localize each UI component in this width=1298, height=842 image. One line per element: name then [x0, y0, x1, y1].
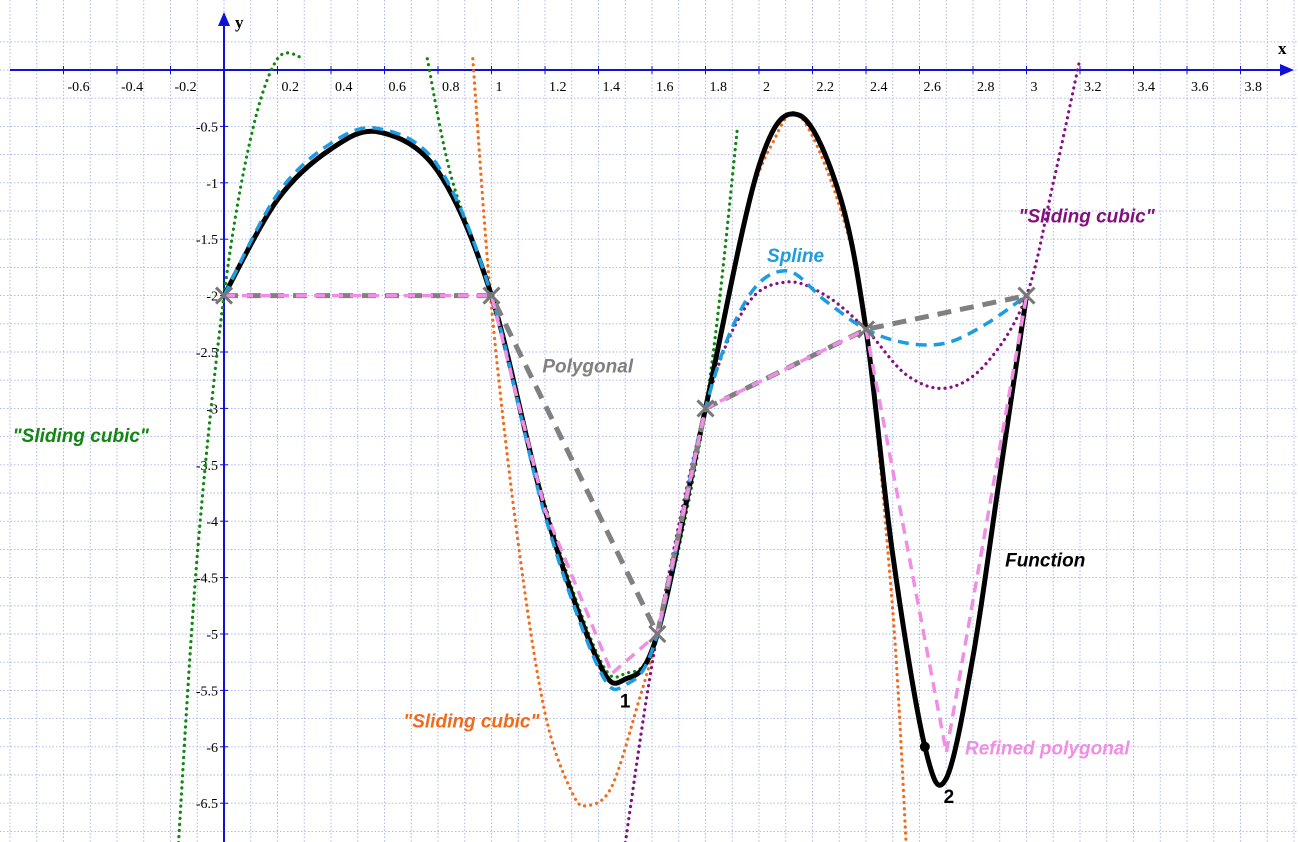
y-tick-label: -1.5	[196, 233, 218, 248]
tick-labels: -0.6 -0.4 -0.2 0.2 0.4 0.6 0.8 1 1.2 1.4 1.6 1.8 2 2.…	[63, 66, 1263, 812]
x-tick-label: -0.4	[121, 80, 143, 95]
y-tick-label: -1	[206, 177, 218, 192]
y-tick-label: -6.5	[196, 797, 218, 812]
series-layer	[176, 51, 1082, 842]
x-tick-label: 3	[1031, 80, 1038, 95]
node-marker	[482, 286, 501, 305]
series-annotation: "Sliding cubic"	[403, 712, 540, 733]
x-tick-label: -0.2	[175, 80, 197, 95]
point-number-label: 1	[620, 691, 631, 712]
x-tick-label: 0.8	[442, 80, 460, 95]
series-annotation: "Sliding cubic"	[1018, 206, 1155, 227]
x-tick-label: 3.8	[1245, 80, 1263, 95]
node-marker	[856, 320, 876, 339]
y-tick-label: -4.5	[196, 572, 218, 587]
x-tick-label: 1	[496, 80, 503, 95]
y-tick-label: -3.5	[196, 459, 218, 474]
interpolation-nodes	[214, 286, 1036, 752]
y-tick-label: -2.5	[196, 346, 218, 361]
series-sliding-cubic-line	[623, 57, 1082, 842]
x-tick-label: 0.2	[282, 80, 300, 95]
node-marker	[214, 286, 234, 305]
y-tick-label: -5.5	[196, 684, 218, 699]
series-annotation: "Sliding cubic"	[13, 426, 150, 447]
node-x-stroke	[1017, 286, 1036, 305]
point-number-label: 2	[944, 787, 955, 808]
x-tick-label: 3.6	[1191, 80, 1209, 95]
axes: xy	[10, 12, 1294, 842]
x-tick-label: 0.6	[389, 80, 407, 95]
x-tick-label: -0.6	[68, 80, 90, 95]
x-tick-label: 1.4	[603, 80, 621, 95]
series-annotation: Spline	[767, 246, 824, 267]
series-polygonal-line	[224, 293, 1028, 637]
x-tick-label: 2.6	[924, 80, 942, 95]
x-tick-label: 3.2	[1084, 80, 1102, 95]
x-tick-label: 2.2	[817, 80, 835, 95]
node-x-stroke	[648, 624, 667, 644]
x-tick-label: 1.6	[656, 80, 674, 95]
function-point-marker	[919, 741, 930, 752]
annotations: "Sliding cubic" Polygonal Spline "Sliding c…	[13, 206, 1156, 808]
series-annotation: Refined polygonal	[965, 739, 1130, 760]
y-tick-label: -4	[206, 515, 218, 530]
x-tick-label: 2.8	[977, 80, 995, 95]
y-axis-arrow-icon	[218, 12, 230, 26]
series-function-line	[221, 111, 1029, 788]
y-axis-label: y	[235, 13, 244, 32]
x-tick-label: 0.4	[335, 80, 353, 95]
node-marker	[1017, 286, 1036, 305]
series-sliding-cubic-line	[176, 51, 306, 842]
x-tick-label: 1.8	[710, 80, 728, 95]
node-marker	[696, 399, 715, 418]
node-x-stroke	[696, 399, 715, 418]
y-tick-label: -6	[206, 741, 218, 756]
x-axis-label: x	[1278, 39, 1287, 58]
series-spline-line	[222, 126, 1028, 692]
x-tick-label: 3.4	[1138, 80, 1156, 95]
y-tick-label: -5	[206, 628, 218, 643]
x-tick-label: 2.4	[870, 80, 888, 95]
x-tick-label: 1.2	[549, 80, 567, 95]
node-x-stroke	[214, 286, 234, 305]
y-tick-label: -2	[206, 290, 218, 305]
node-x-stroke	[856, 320, 876, 339]
series-annotation: Function	[1005, 550, 1085, 571]
x-axis-arrow-icon	[1280, 64, 1294, 76]
x-tick-label: 2	[763, 80, 770, 95]
series-annotation: Polygonal	[542, 356, 634, 377]
node-marker	[648, 624, 667, 644]
node-x-stroke	[482, 286, 501, 305]
y-tick-label: -0.5	[196, 120, 218, 135]
